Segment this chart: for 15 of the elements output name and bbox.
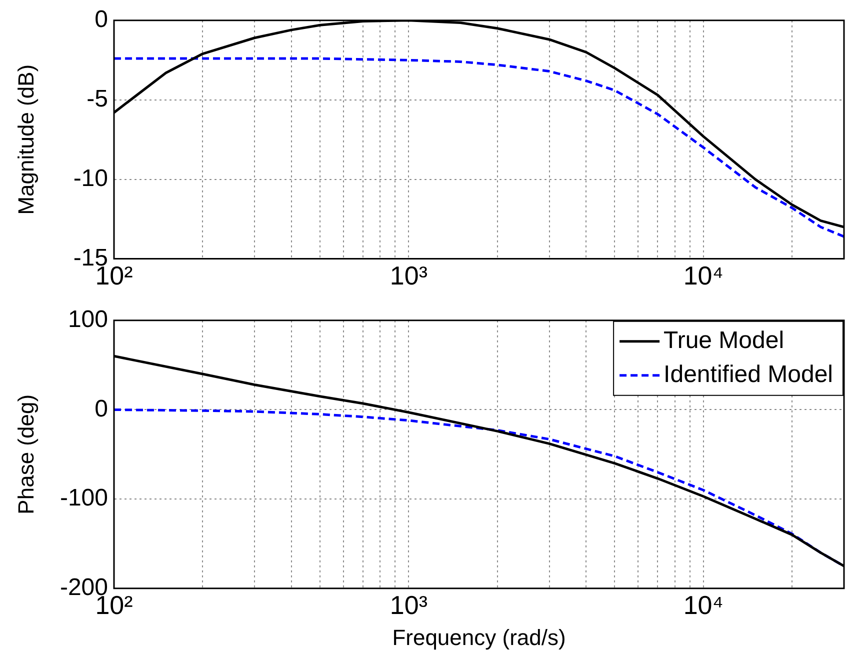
legend-label: Identified Model xyxy=(664,361,834,388)
x-axis-title: Frequency (rad/s) xyxy=(392,624,566,650)
y-tick-label: -100 xyxy=(60,484,108,512)
y-tick-label: -10 xyxy=(73,164,108,192)
y-tick-label: 0 xyxy=(94,6,108,34)
y-axis-title: Phase (deg) xyxy=(13,394,38,514)
legend-label: True Model xyxy=(664,327,784,354)
y-tick-label: -5 xyxy=(86,85,108,112)
x-tick-label: 10⁴ xyxy=(683,590,724,620)
x-tick-label: 10³ xyxy=(390,590,428,620)
x-tick-label: 10³ xyxy=(390,260,428,291)
y-axis-title: Magnitude (dB) xyxy=(13,64,38,215)
y-tick-label: 100 xyxy=(68,306,108,334)
x-tick-label: 10⁴ xyxy=(683,260,724,291)
y-tick-label: 0 xyxy=(94,395,108,422)
